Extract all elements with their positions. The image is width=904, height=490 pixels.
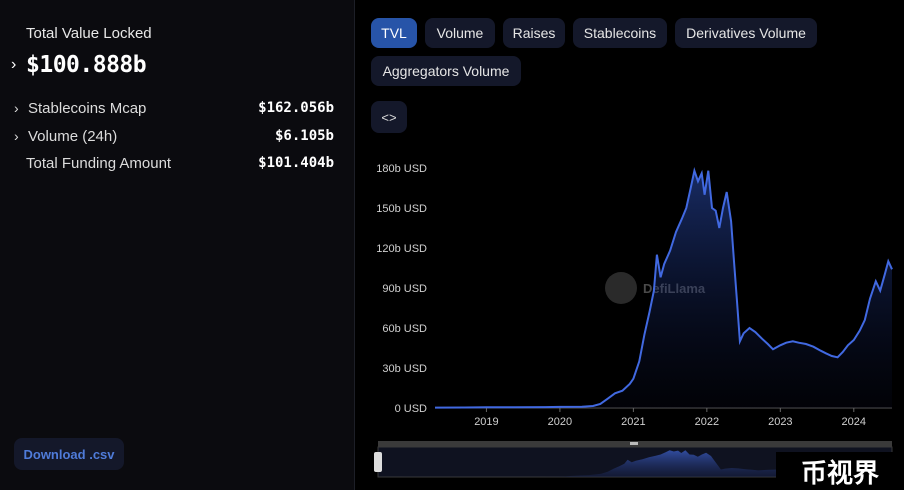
tab-aggregators-volume[interactable]: Aggregators Volume <box>371 56 521 86</box>
y-tick-label: 60b USD <box>382 323 427 335</box>
x-tick-label: 2022 <box>695 416 719 428</box>
chevron-right-icon[interactable]: › <box>14 100 19 116</box>
tab-tvl[interactable]: TVL <box>371 18 417 48</box>
y-tick-label: 180b USD <box>376 163 427 175</box>
download-csv-button[interactable]: Download .csv <box>14 438 124 470</box>
x-tick-label: 2019 <box>474 416 498 428</box>
tab-derivatives-volume[interactable]: Derivatives Volume <box>675 18 817 48</box>
x-tick-label: 2020 <box>548 416 572 428</box>
stat-row-funding: Total Funding Amount $101.404b <box>14 155 334 175</box>
summary-panel: Total Value Locked › $100.888b › Stablec… <box>0 0 355 490</box>
stat-value: $162.056b <box>258 100 334 116</box>
y-tick-label: 120b USD <box>376 243 427 255</box>
range-slider-left-handle[interactable] <box>374 452 382 472</box>
tvl-value[interactable]: $100.888b <box>26 52 147 78</box>
brand-badge: 币视界 <box>776 452 904 490</box>
y-tick-label: 90b USD <box>382 283 427 295</box>
x-tick-label: 2021 <box>621 416 645 428</box>
stat-row-volume[interactable]: › Volume (24h) $6.105b <box>14 128 334 148</box>
chevron-right-icon[interactable]: › <box>14 128 19 144</box>
tab-volume[interactable]: Volume <box>425 18 495 48</box>
tab-raises[interactable]: Raises <box>503 18 565 48</box>
stat-label: Stablecoins Mcap <box>28 100 147 117</box>
embed-code-button[interactable]: <> <box>371 101 407 133</box>
tvl-label: Total Value Locked <box>26 25 152 42</box>
tvl-area <box>435 170 892 408</box>
chevron-right-icon[interactable]: › <box>11 56 17 73</box>
stat-label: Volume (24h) <box>28 128 118 145</box>
tvl-chart: 0 USD 30b USD 60b USD 90b USD 120b USD 150b U… <box>360 150 904 490</box>
stat-row-stablecoins[interactable]: › Stablecoins Mcap $162.056b <box>14 100 334 120</box>
x-tick-label: 2023 <box>768 416 792 428</box>
y-tick-label: 0 USD <box>395 403 427 415</box>
y-tick-label: 150b USD <box>376 203 427 215</box>
x-tick-label: 2024 <box>842 416 866 428</box>
stat-value: $6.105b <box>274 128 334 144</box>
range-slider-grip-icon[interactable] <box>630 442 638 445</box>
tvl-line <box>434 166 893 409</box>
chart-svg: 0 USD 30b USD 60b USD 90b USD 120b USD 150b U… <box>374 163 893 478</box>
stat-value: $101.404b <box>258 155 334 171</box>
y-tick-label: 30b USD <box>382 363 427 375</box>
tab-stablecoins[interactable]: Stablecoins <box>573 18 667 48</box>
range-slider-preview <box>378 450 892 477</box>
stat-label: Total Funding Amount <box>26 155 172 172</box>
